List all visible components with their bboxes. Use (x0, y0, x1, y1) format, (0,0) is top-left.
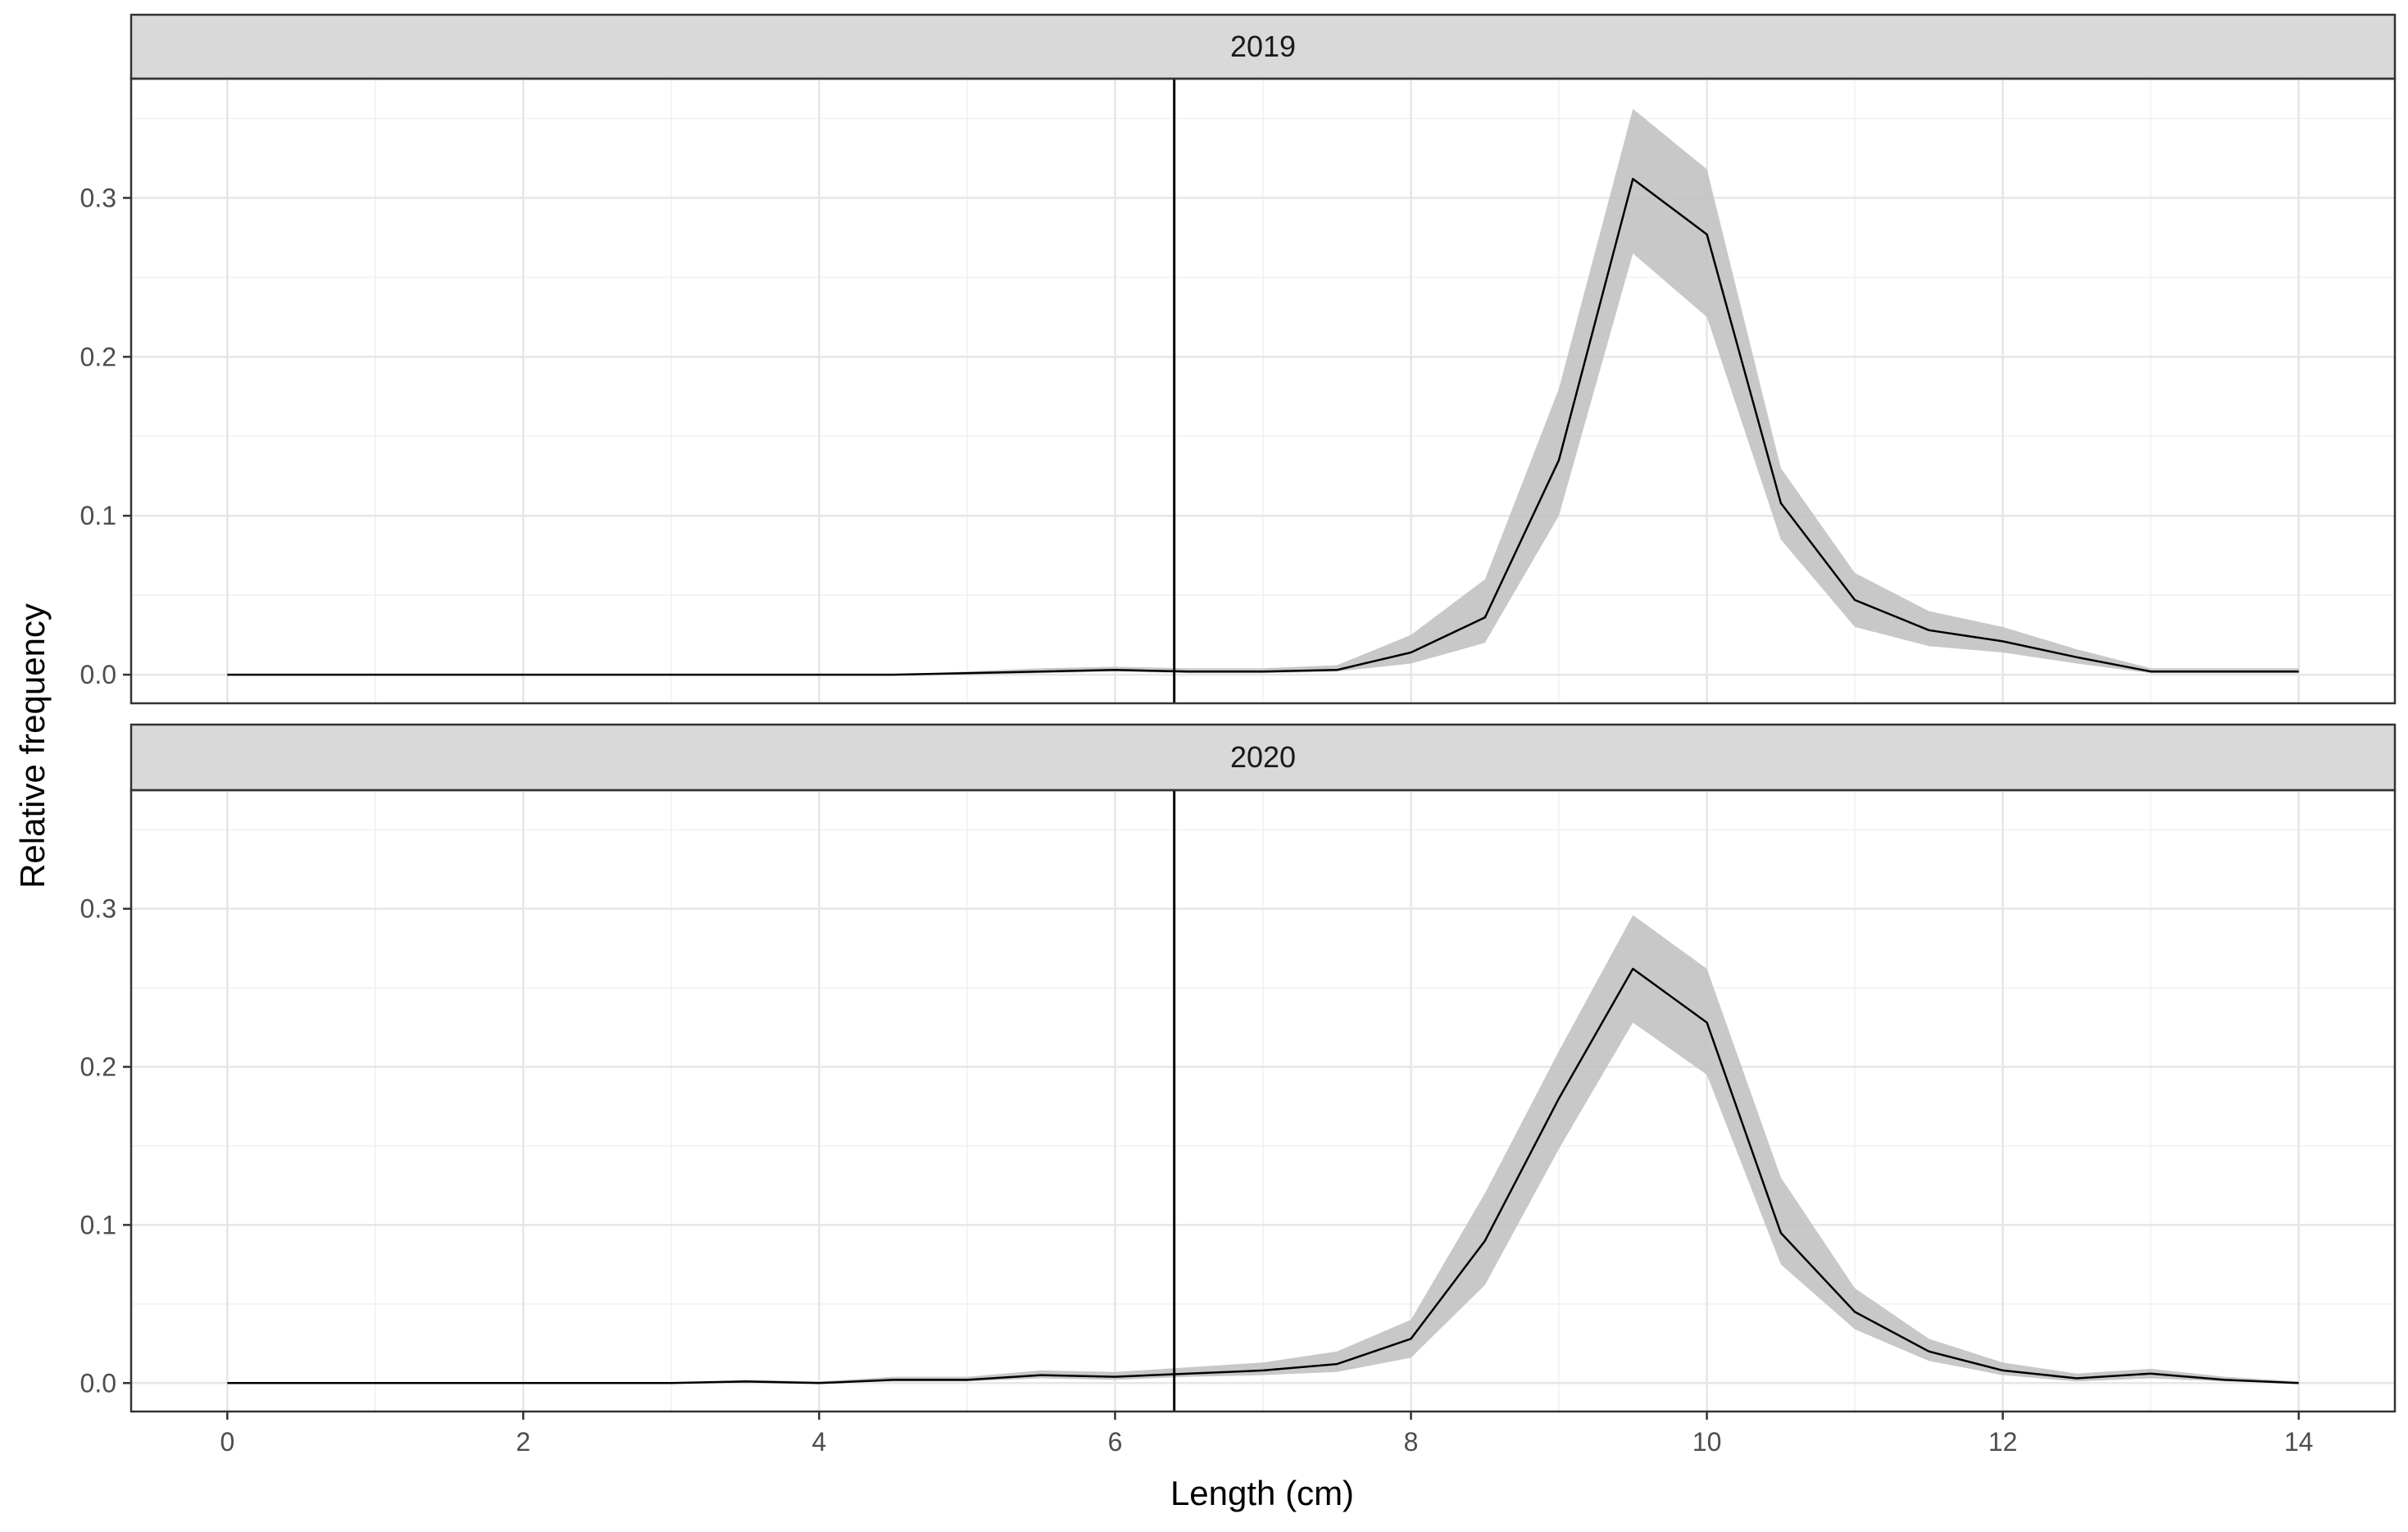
x-tick-label: 4 (812, 1427, 827, 1457)
x-tick-label: 10 (1692, 1427, 1722, 1457)
y-tick-label: 0.1 (80, 501, 116, 530)
y-axis: 0.0 0.1 0.2 0.3 (80, 183, 131, 689)
x-tick-label: 12 (1988, 1427, 2018, 1457)
y-tick-label: 0.3 (80, 894, 116, 924)
facet-strip-label: 2019 (1230, 30, 1296, 63)
panels-layer: 2019 0.0 0.1 0.2 0.3 2020 0.0 0.1 0.2 0.3 (80, 13, 2397, 1413)
x-axis: 0 2 4 6 8 10 12 14 (220, 1412, 2313, 1457)
series-line (227, 967, 2299, 1384)
y-tick-label: 0.2 (80, 1052, 116, 1082)
y-tick-label: 0.3 (80, 183, 116, 212)
x-tick-label: 14 (2284, 1427, 2314, 1457)
series-line (227, 177, 2299, 676)
y-tick-label: 0.0 (80, 1368, 116, 1398)
y-axis: 0.0 0.1 0.2 0.3 (80, 894, 131, 1398)
panel-2019: 2019 0.0 0.1 0.2 0.3 (80, 13, 2397, 705)
y-tick-label: 0.0 (80, 660, 116, 689)
y-axis-title: Relative frequency (13, 603, 52, 889)
panel-border (129, 77, 2397, 705)
facet-strip (129, 723, 2397, 792)
confidence-ribbon (227, 108, 2299, 675)
x-tick-label: 2 (516, 1427, 530, 1457)
panel-2020: 2020 0.0 0.1 0.2 0.3 (80, 723, 2397, 1413)
facet-strip (129, 13, 2397, 80)
panel-border (129, 789, 2397, 1413)
x-tick-label: 6 (1108, 1427, 1123, 1457)
gridlines (131, 79, 2395, 703)
gridlines (131, 790, 2395, 1412)
facet-strip-label: 2020 (1230, 740, 1296, 774)
y-tick-label: 0.1 (80, 1210, 116, 1239)
x-tick-label: 8 (1404, 1427, 1419, 1457)
y-tick-label: 0.2 (80, 342, 116, 371)
x-tick-label: 0 (220, 1427, 234, 1457)
x-axis-title: Length (cm) (1170, 1474, 1354, 1512)
